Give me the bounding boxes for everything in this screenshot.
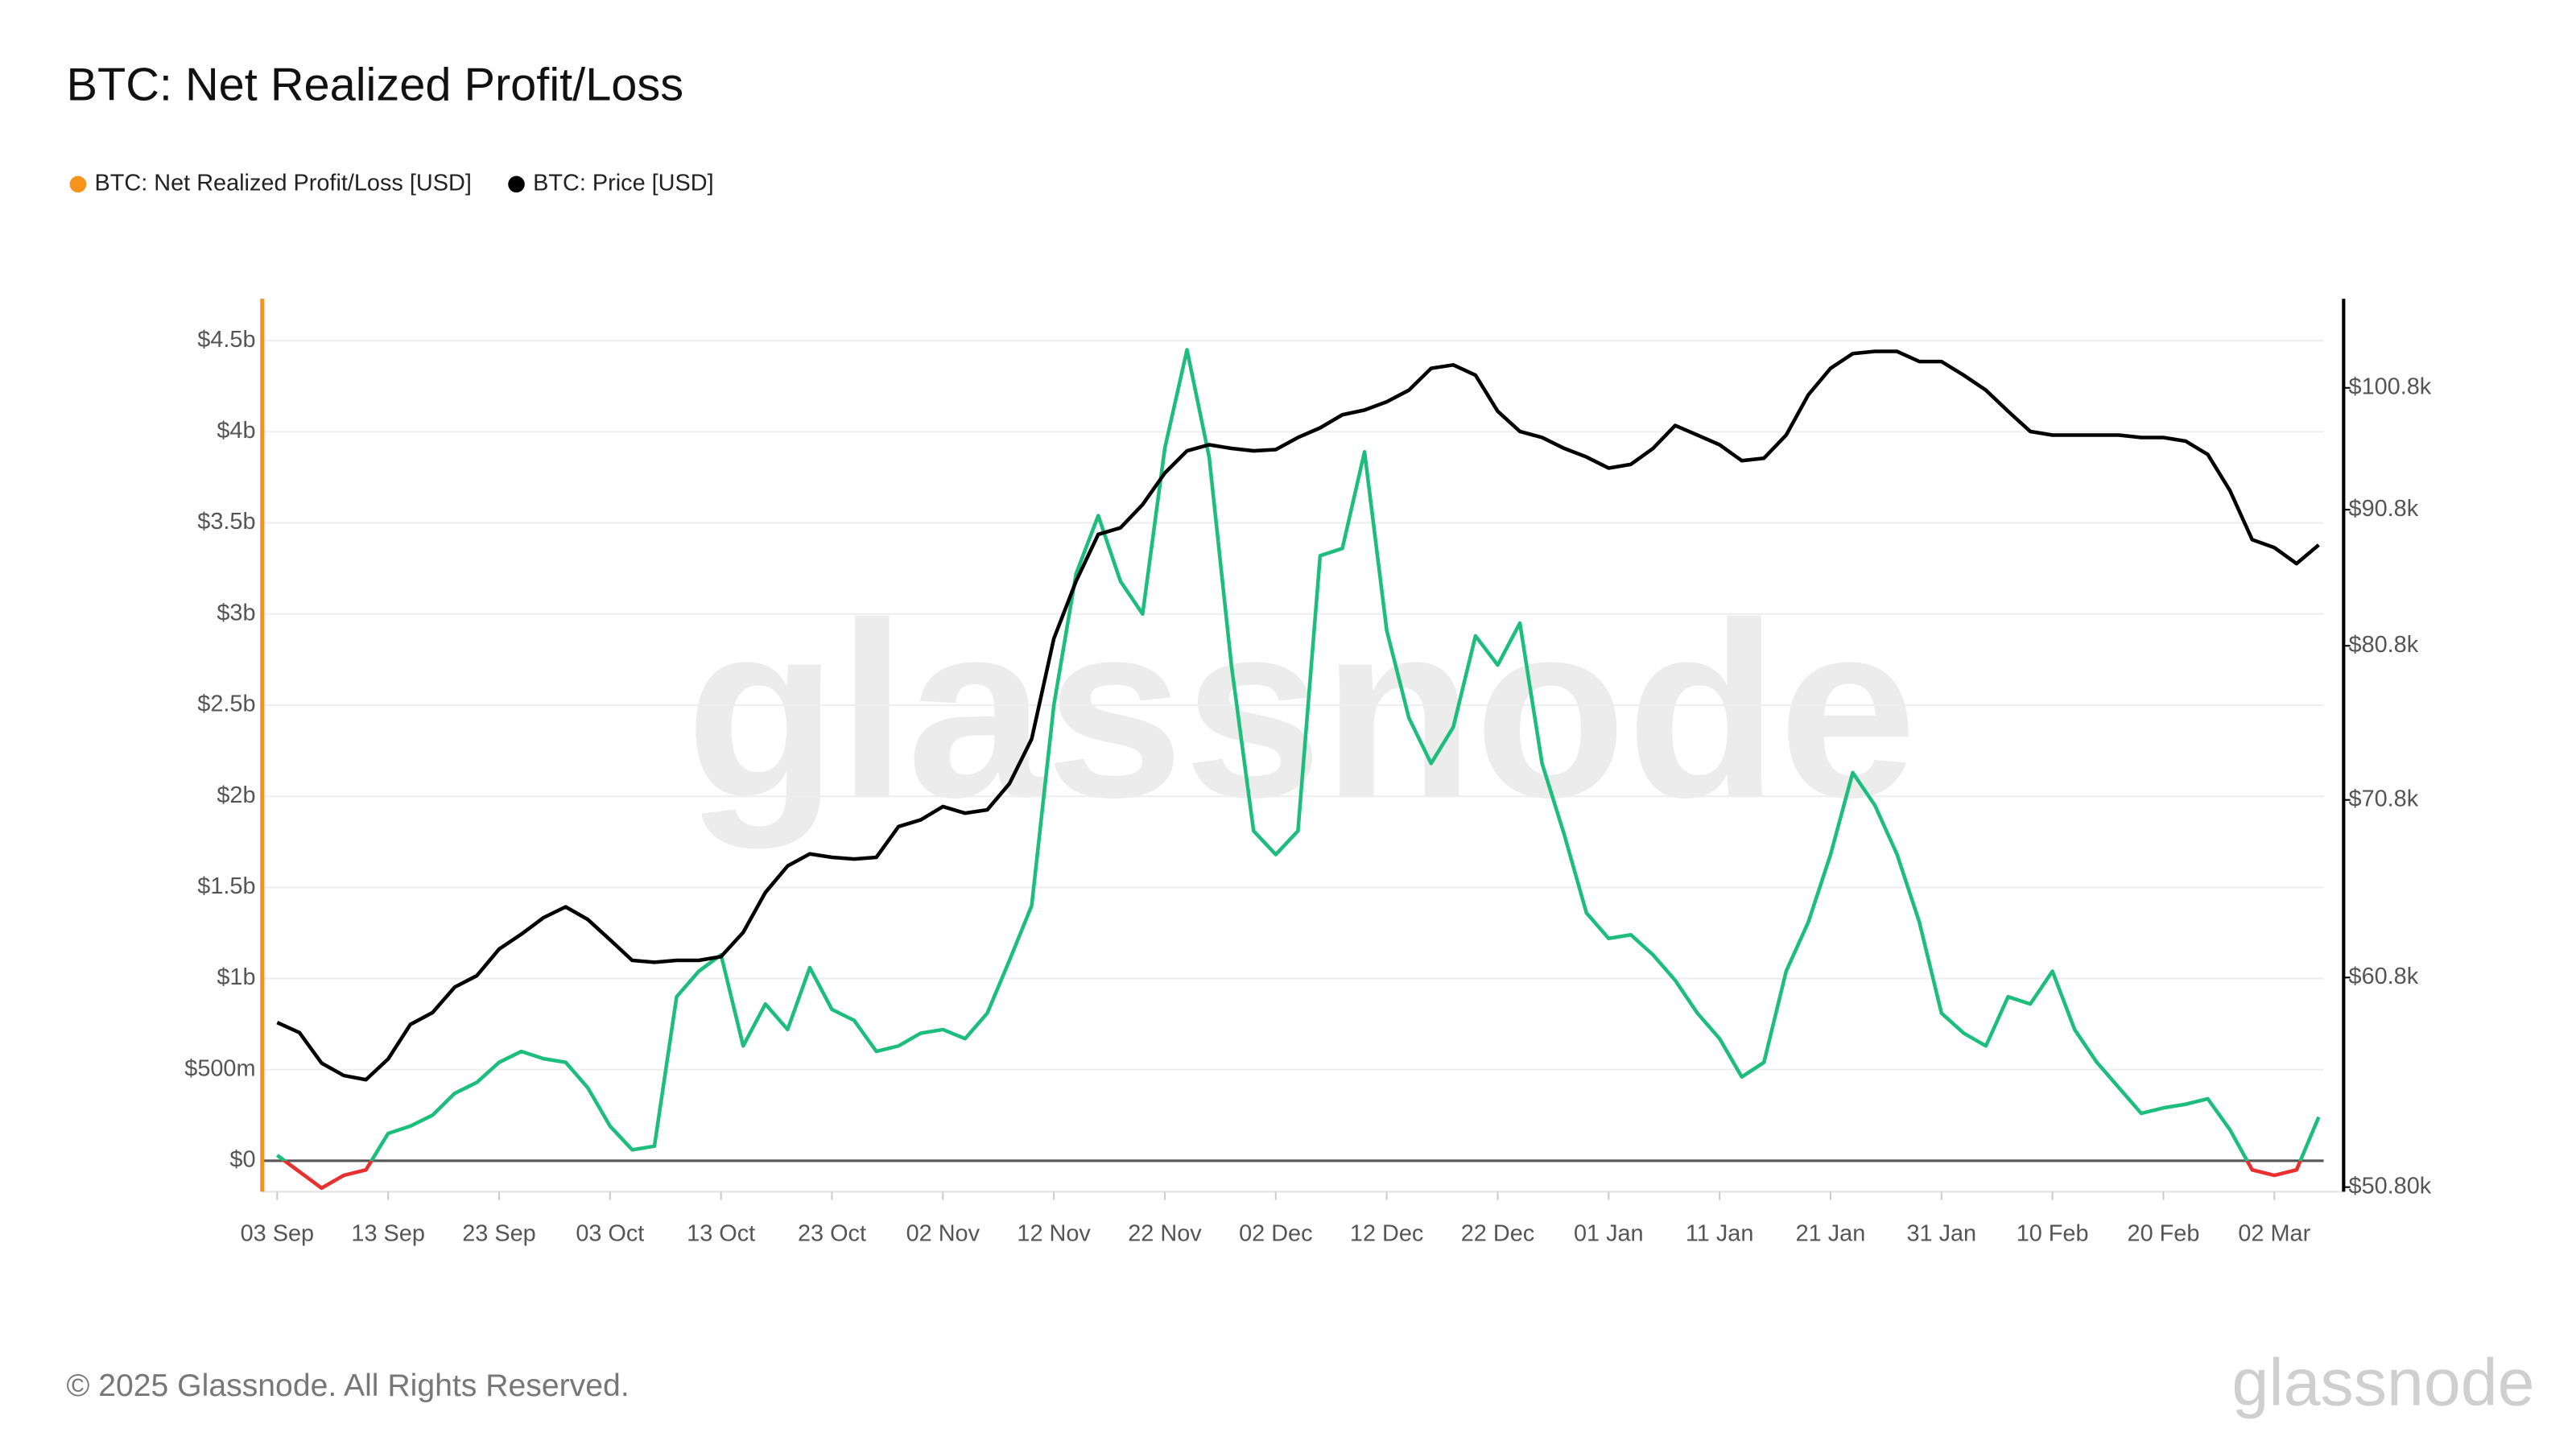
- y2-tick-label: $80.8k: [2349, 632, 2419, 658]
- x-tick-label: 02 Mar: [2238, 1221, 2310, 1247]
- x-tick-label: 10 Feb: [2017, 1221, 2089, 1247]
- legend-label: BTC: Net Realized Profit/Loss [USD]: [95, 170, 472, 196]
- y-tick-label: $500m: [184, 1055, 255, 1081]
- x-tick-label: 22 Dec: [1461, 1221, 1534, 1247]
- x-tick-label: 31 Jan: [1906, 1221, 1976, 1247]
- legend-label: BTC: Price [USD]: [533, 170, 714, 196]
- x-tick-label: 02 Dec: [1239, 1221, 1312, 1247]
- x-tick-label: 22 Nov: [1128, 1221, 1202, 1247]
- series-line: [275, 348, 2321, 1191]
- x-tick-label: 11 Jan: [1686, 1221, 1754, 1247]
- y-tick-label: $3.5b: [197, 509, 255, 535]
- y-tick-label: $0: [229, 1147, 255, 1173]
- footer: © 2025 Glassnode. All Rights Reserved.: [66, 1368, 629, 1403]
- x-tick-label: 03 Oct: [576, 1221, 644, 1247]
- y-tick-label: $4b: [217, 418, 255, 444]
- x-tick-label: 12 Nov: [1017, 1221, 1091, 1247]
- x-tick-label: 23 Sep: [462, 1221, 535, 1247]
- legend-marker: [508, 175, 525, 193]
- x-tick-label: 13 Sep: [351, 1221, 424, 1247]
- x-tick-label: 21 Jan: [1796, 1221, 1866, 1247]
- chart-title: BTC: Net Realized Profit/Loss: [66, 60, 683, 111]
- y-tick-label: $1b: [217, 964, 255, 990]
- x-tick-label: 01 Jan: [1574, 1221, 1644, 1247]
- y-tick-label: $3b: [217, 600, 255, 625]
- legend-marker: [69, 175, 87, 193]
- y2-tick-label: $50.80k: [2349, 1173, 2432, 1199]
- y-tick-label: $2b: [217, 782, 255, 808]
- y2-tick-label: $90.8k: [2349, 496, 2419, 522]
- y-tick-label: $1.5b: [197, 873, 255, 899]
- logo: glassnode: [2231, 1345, 2534, 1419]
- y2-tick-label: $60.8k: [2349, 964, 2419, 989]
- x-tick-label: 13 Oct: [687, 1221, 755, 1247]
- x-tick-label: 12 Dec: [1350, 1221, 1423, 1247]
- y2-tick-label: $100.8k: [2349, 374, 2432, 399]
- y-tick-label: $4.5b: [197, 327, 255, 353]
- x-tick-label: 23 Oct: [798, 1221, 866, 1247]
- x-tick-label: 20 Feb: [2128, 1221, 2200, 1247]
- x-tick-label: 02 Nov: [906, 1221, 980, 1247]
- y-tick-label: $2.5b: [197, 691, 255, 717]
- y2-tick-label: $70.8k: [2349, 786, 2419, 811]
- x-tick-label: 03 Sep: [241, 1221, 314, 1247]
- series-line: [276, 349, 2320, 1082]
